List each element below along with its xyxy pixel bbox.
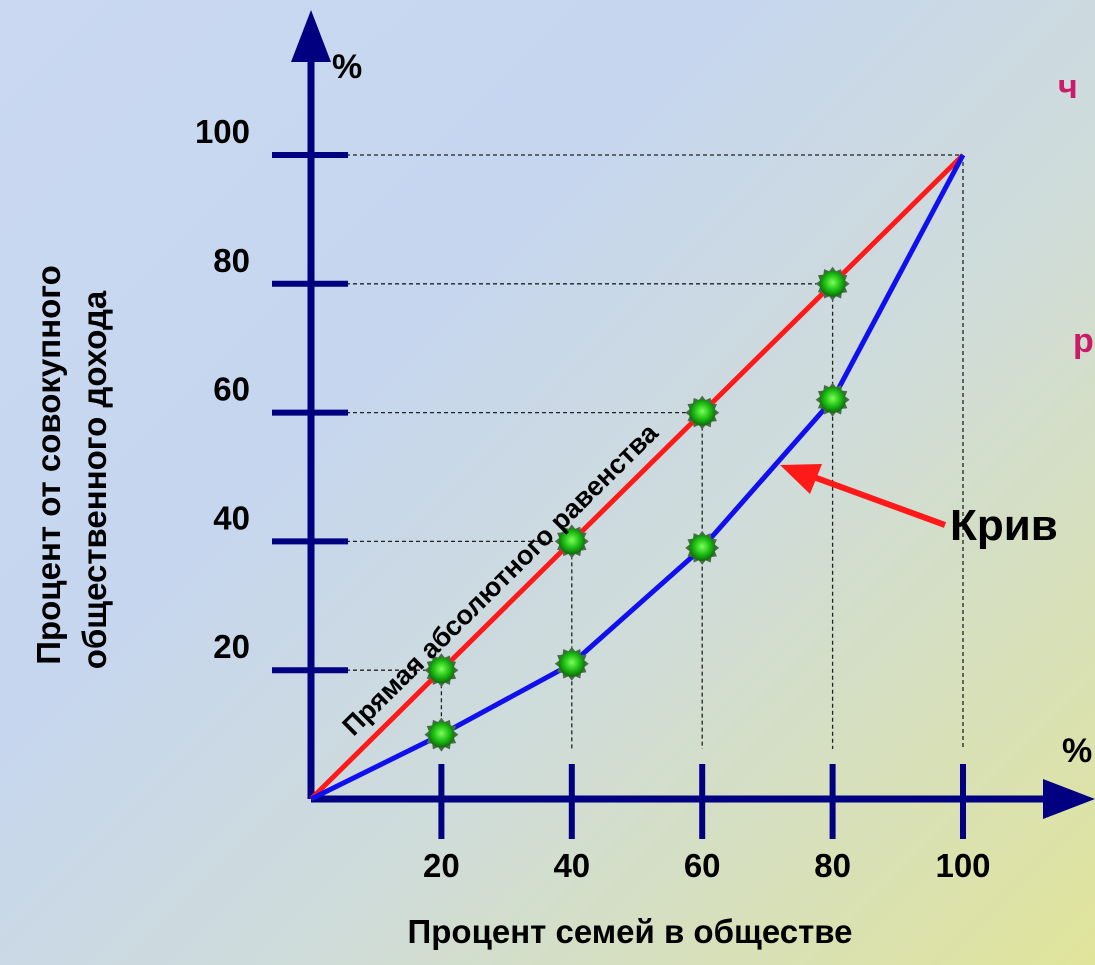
y-axis-title-line2: общественного дохода — [76, 290, 113, 669]
y-axis-title-line1: Процент от совокупного — [30, 265, 67, 664]
tick-labels: 20 40 60 80 100 20 40 60 80 100 — [195, 113, 991, 884]
series-lines — [309, 153, 966, 802]
equality-point-marker — [685, 395, 720, 430]
x-tick-label: 20 — [423, 847, 460, 884]
marker-gear-center — [819, 386, 846, 413]
axes — [272, 10, 1095, 839]
guide-lines — [311, 154, 964, 749]
equality-line — [309, 153, 965, 801]
marker-gear-center — [819, 270, 846, 297]
marker-gear-center — [428, 657, 455, 684]
x-unit-label: % — [1062, 732, 1092, 770]
y-axis-arrowhead — [291, 10, 331, 62]
annotation-text: Крив — [950, 501, 1058, 550]
annotation-arrow-head — [780, 464, 822, 494]
marker-gear-center — [428, 721, 455, 748]
equality-point-marker — [815, 266, 850, 301]
equality-line-label: Прямая абсолютного равенства — [337, 417, 665, 741]
x-tick-label: 80 — [814, 847, 851, 884]
annotation-arrow-shaft — [798, 469, 947, 528]
y-tick-label: 100 — [195, 113, 250, 150]
marker-gear-center — [558, 650, 585, 677]
data-markers — [424, 266, 850, 752]
x-axis-arrowhead — [1043, 779, 1095, 819]
equality-point-marker — [424, 653, 459, 688]
partial-text-top: ч — [1058, 68, 1078, 106]
x-tick-label: 60 — [684, 847, 721, 884]
y-unit-label: % — [332, 48, 362, 86]
lorenz-point-marker — [424, 717, 459, 752]
curve-annotation: Крив — [780, 464, 1058, 550]
lorenz-point-marker — [554, 646, 589, 681]
marker-gear-center — [689, 399, 716, 426]
lorenz-point-marker — [685, 530, 720, 565]
x-tick-label: 100 — [935, 847, 990, 884]
y-tick-label: 20 — [213, 628, 250, 665]
marker-gear-center — [689, 534, 716, 561]
lorenz-point-marker — [815, 382, 850, 417]
y-tick-label: 80 — [213, 242, 250, 279]
y-tick-label: 40 — [213, 499, 250, 536]
x-axis-title: Процент семей в обществе — [408, 913, 853, 950]
marker-gear-center — [558, 528, 585, 555]
partial-text-middle: р — [1073, 322, 1094, 360]
y-tick-label: 60 — [213, 371, 250, 408]
x-tick-label: 40 — [553, 847, 590, 884]
equality-point-marker — [554, 524, 589, 559]
lorenz-curve — [309, 153, 966, 802]
